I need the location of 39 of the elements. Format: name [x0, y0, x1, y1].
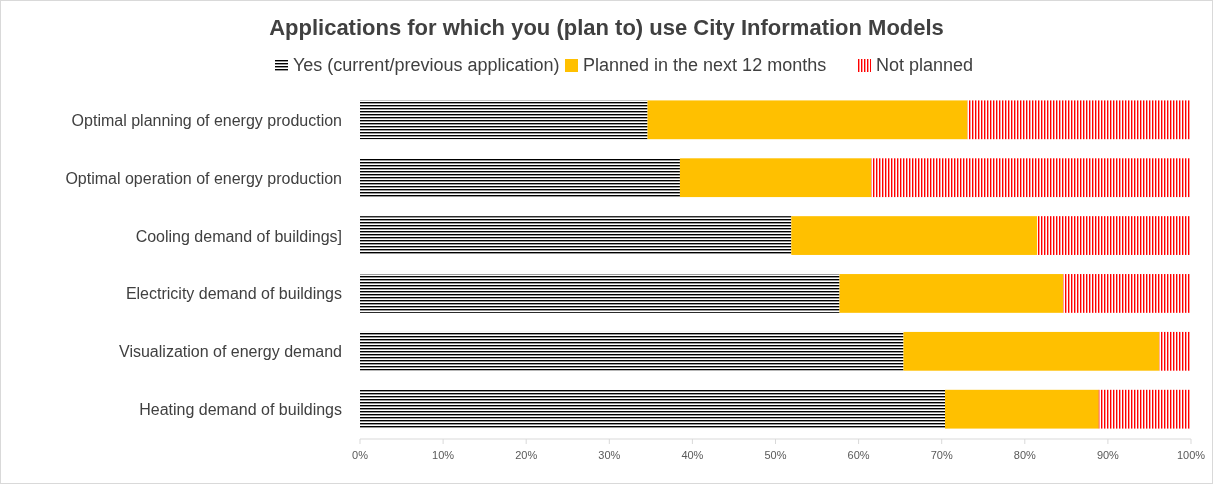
bar [903, 331, 1160, 371]
chart-title: Applications for which you (plan to) use City Information Models [269, 15, 944, 40]
y-tick-label: Optimal operation of energy production [65, 169, 342, 187]
bar [839, 274, 1064, 313]
bar [791, 216, 1038, 255]
x-tick-label: 100% [1176, 449, 1206, 461]
bar [647, 100, 968, 140]
y-tick-label: Electricity demand of buildings [125, 285, 342, 303]
legend-label: Not planned [876, 55, 974, 75]
y-tick-label: Visualization of energy demand [119, 343, 342, 361]
bar [1098, 389, 1191, 429]
legend-label: Planned in the next 12 months [583, 55, 827, 75]
x-tick-label: 60% [847, 449, 870, 461]
bar [967, 100, 1191, 140]
x-tick-label: 10% [432, 449, 455, 461]
bar [1159, 331, 1191, 371]
x-tick-label: 50% [764, 449, 787, 461]
bar [871, 158, 1191, 198]
x-tick-label: 20% [515, 449, 538, 461]
x-tick-label: 30% [598, 449, 621, 461]
x-tick-label: 0% [352, 449, 369, 461]
legend-label: Yes (current/previous application) [293, 55, 560, 75]
bar [360, 274, 840, 313]
bar [360, 158, 680, 198]
y-tick-label: Cooling demand of buildings] [135, 227, 342, 245]
bar [1037, 216, 1192, 255]
bar [360, 331, 904, 371]
bar [1063, 274, 1191, 313]
bar [945, 389, 1099, 429]
bar [360, 100, 648, 140]
bar [360, 216, 792, 255]
x-tick-label: 90% [1096, 449, 1120, 461]
x-tick-label: 70% [930, 449, 953, 461]
x-tick-label: 40% [681, 449, 704, 461]
bar [679, 158, 872, 198]
y-tick-label: Heating demand of buildings [139, 401, 342, 419]
x-tick-label: 80% [1013, 449, 1037, 461]
y-tick-label: Optimal planning of energy production [71, 111, 342, 129]
bar [360, 389, 946, 429]
